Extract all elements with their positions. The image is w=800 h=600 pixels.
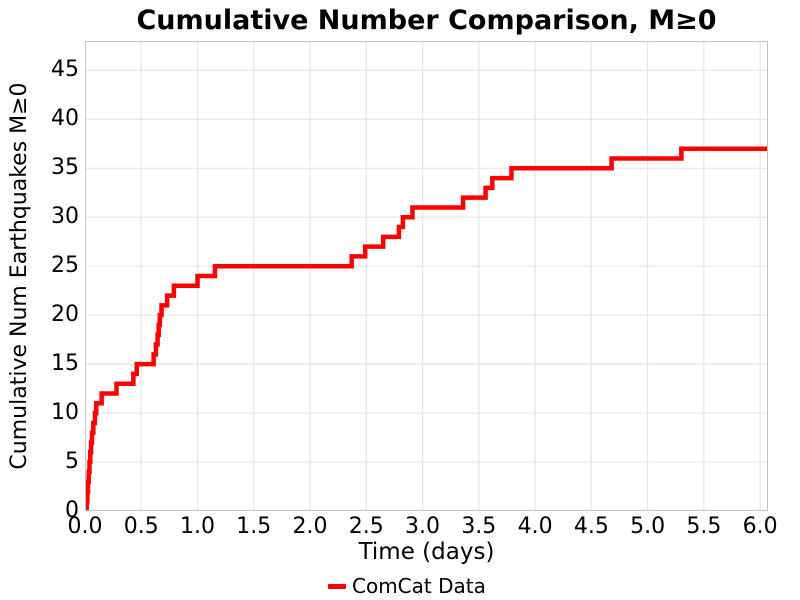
x-tick-label: 6.0	[742, 514, 778, 539]
legend-line-swatch	[328, 583, 346, 589]
gridlines	[85, 41, 768, 511]
y-tick-label: 5	[65, 449, 79, 475]
x-tick-label: 4.0	[517, 514, 553, 539]
x-tick-label: 5.5	[686, 514, 722, 539]
y-tick-label: 45	[51, 57, 79, 83]
y-tick-label: 35	[51, 155, 79, 181]
x-tick-label: 1.0	[180, 514, 216, 539]
x-tick-label: 0.5	[123, 514, 159, 539]
chart-title: Cumulative Number Comparison, M≥0	[136, 5, 717, 36]
y-tick-label: 25	[51, 253, 79, 279]
plot-area	[85, 41, 768, 511]
x-tick-label: 2.0	[292, 514, 328, 539]
legend-label: ComCat Data	[352, 574, 486, 598]
y-tick-label: 15	[51, 351, 79, 377]
x-tick-label: 2.5	[348, 514, 384, 539]
x-tick-label: 0.0	[67, 514, 103, 539]
x-tick-label: 4.5	[573, 514, 609, 539]
y-tick-label: 30	[51, 204, 79, 230]
axes-spines	[85, 41, 768, 511]
x-tick-label: 3.5	[461, 514, 497, 539]
y-tick-label: 20	[51, 302, 79, 328]
x-tick-label: 1.5	[236, 514, 272, 539]
series-comcat-line	[85, 146, 768, 511]
y-tick-label: 10	[51, 400, 79, 426]
legend: ComCat Data	[328, 574, 486, 598]
y-axis-label: Cumulative Num Earthquakes M≥0	[7, 82, 32, 470]
y-tick-label: 40	[51, 106, 79, 132]
x-tick-label: 5.0	[630, 514, 666, 539]
y-tick-label: 0	[65, 498, 79, 523]
x-tick-label: 3.0	[405, 514, 441, 539]
x-axis-label: Time (days)	[358, 539, 495, 565]
chart-canvas	[85, 41, 768, 511]
